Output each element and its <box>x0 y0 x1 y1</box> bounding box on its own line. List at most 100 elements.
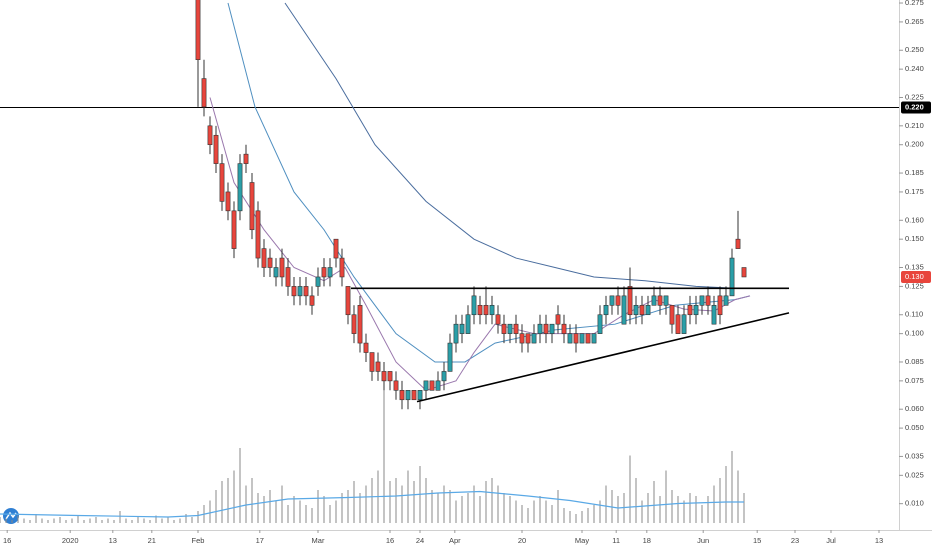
price-badge <box>901 101 931 114</box>
candle-body <box>423 380 429 391</box>
candle-body <box>717 295 723 316</box>
candle-body <box>483 304 489 316</box>
x-tick-label: 21 <box>148 536 156 545</box>
candle-body <box>711 304 717 325</box>
candle-body <box>543 323 549 334</box>
x-tick-label: 13 <box>109 536 117 545</box>
x-tick-label: 16 <box>3 536 11 545</box>
y-tick-label: 0.010 <box>905 499 924 508</box>
candle-body <box>213 134 219 164</box>
candle-body <box>255 210 261 259</box>
candle-body <box>201 78 207 108</box>
candle-body <box>561 323 567 334</box>
y-tick-label: 0.200 <box>905 140 924 149</box>
logo-icon <box>5 511 17 520</box>
candle-body <box>729 257 735 297</box>
candle-body <box>513 323 519 334</box>
y-tick-label: 0.100 <box>905 329 924 338</box>
candle-body <box>369 352 375 372</box>
candle-body <box>429 380 435 391</box>
candle-body <box>627 286 633 316</box>
candle-body <box>573 333 579 344</box>
candle-body <box>603 304 609 316</box>
candle-body <box>315 276 321 287</box>
y-tick-label: 0.240 <box>905 64 924 73</box>
x-tick-label: 16 <box>386 536 394 545</box>
candle-body <box>585 333 591 344</box>
candle-body <box>357 304 363 344</box>
candle-body <box>249 182 255 231</box>
candle-body <box>339 257 345 278</box>
x-tick-label: 24 <box>416 536 424 545</box>
y-tick-label: 0.135 <box>905 262 924 271</box>
candle-body <box>669 304 675 325</box>
x-tick-label: 13 <box>875 536 883 545</box>
candle-body <box>309 295 315 306</box>
candle-body <box>333 238 339 259</box>
candle-body <box>657 295 663 306</box>
candle-body <box>519 333 525 344</box>
candle-body <box>225 191 231 212</box>
y-tick-label: 0.085 <box>905 357 924 366</box>
y-tick-label: 0.225 <box>905 92 924 101</box>
x-tick-label: 17 <box>256 536 264 545</box>
candle-body <box>501 323 507 334</box>
candle-body <box>471 295 477 316</box>
candle-body <box>393 380 399 391</box>
candle-body <box>633 304 639 316</box>
candle-body <box>279 257 285 278</box>
candle-body <box>459 323 465 334</box>
candle-body <box>297 286 303 297</box>
x-tick-label: Jun <box>697 536 709 545</box>
candle-body <box>405 390 411 401</box>
candle-body <box>453 323 459 344</box>
candle-body <box>411 390 417 401</box>
trendline <box>416 312 790 403</box>
candle-body <box>525 333 531 344</box>
y-tick-label: 0.265 <box>905 17 924 26</box>
y-tick-label: 0.185 <box>905 168 924 177</box>
candle-body <box>363 342 369 353</box>
x-tick-label: 11 <box>612 536 620 545</box>
x-tick-label: Apr <box>449 536 461 545</box>
candle-body <box>675 314 681 334</box>
candle-body <box>291 286 297 297</box>
candle-body <box>537 323 543 334</box>
candle-body <box>687 304 693 316</box>
x-tick-label: 15 <box>753 536 761 545</box>
candle-body <box>741 267 747 278</box>
candle-body <box>735 238 741 249</box>
candle-body <box>195 0 201 60</box>
y-tick-label: 0.160 <box>905 215 924 224</box>
moving-average-line <box>284 2 750 289</box>
candle-body <box>321 267 327 278</box>
candle-body <box>549 323 555 334</box>
candle-body <box>663 295 669 306</box>
x-tick-label: 23 <box>791 536 799 545</box>
candle-body <box>303 286 309 297</box>
candle-body <box>531 333 537 344</box>
candle-body <box>267 257 273 268</box>
candle-body <box>477 304 483 316</box>
y-tick-label: 0.275 <box>905 0 924 7</box>
candle-body <box>723 295 729 306</box>
plot-area <box>0 0 899 523</box>
y-tick-label: 0.175 <box>905 187 924 196</box>
candle-body <box>345 286 351 316</box>
price-badge-label: 0.220 <box>905 102 924 111</box>
logo-badge <box>3 508 19 524</box>
x-tick-label: 20 <box>518 536 526 545</box>
candle-body <box>567 333 573 344</box>
candle-body <box>285 267 291 287</box>
candle-body <box>387 371 393 382</box>
x-tick-label: Mar <box>312 536 325 545</box>
y-tick-label: 0.060 <box>905 404 924 413</box>
y-tick-label: 0.210 <box>905 121 924 130</box>
candle-body <box>399 390 405 401</box>
candle-body <box>381 371 387 382</box>
candle-body <box>435 380 441 391</box>
candle-body <box>615 295 621 306</box>
